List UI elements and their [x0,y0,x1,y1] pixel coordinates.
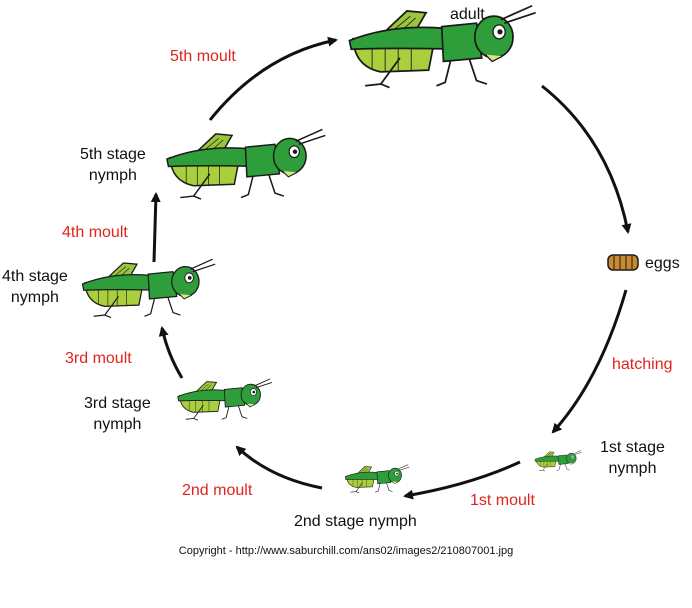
copyright-caption: Copyright - http://www.saburchill.com/an… [178,545,514,557]
4th-stage-nymph-label: 4th stage nymph [2,268,68,306]
arrow-4th-moult [150,192,161,263]
arrow-2nd-moult [235,445,323,490]
2nd-moult-label: 2nd moult [182,482,253,499]
eggs-image [607,254,639,271]
2nd-stage-nymph-label: 2nd stage nymph [294,513,417,530]
adult-grasshopper-image [348,4,537,89]
3rd-stage-nymph-image [177,378,273,421]
1st-moult-label: 1st moult [470,492,535,509]
adult-label: adult [450,6,485,23]
1st-stage-nymph-label: 1st stage nymph [600,439,665,477]
5th-stage-nymph-image [166,128,327,200]
hatching-label: hatching [612,356,673,373]
arrow-5th-moult [208,36,338,121]
arrow-hatching [551,289,628,434]
arrow-1st-moult [403,460,521,500]
5th-stage-nymph-label: 5th stage nymph [80,146,146,184]
3rd-stage-nymph-label: 3rd stage nymph [84,395,151,433]
arrow-3rd-moult [158,326,184,379]
1st-stage-nymph-image [534,450,583,472]
4th-moult-label: 4th moult [62,224,128,241]
4th-stage-nymph-image [81,258,216,319]
eggs-label: eggs [645,255,680,272]
5th-moult-label: 5th moult [170,48,236,65]
cycle-arrows [150,36,632,500]
arrow-adult-to-eggs [541,84,632,234]
3rd-moult-label: 3rd moult [65,350,132,367]
2nd-stage-nymph-image [344,464,410,494]
